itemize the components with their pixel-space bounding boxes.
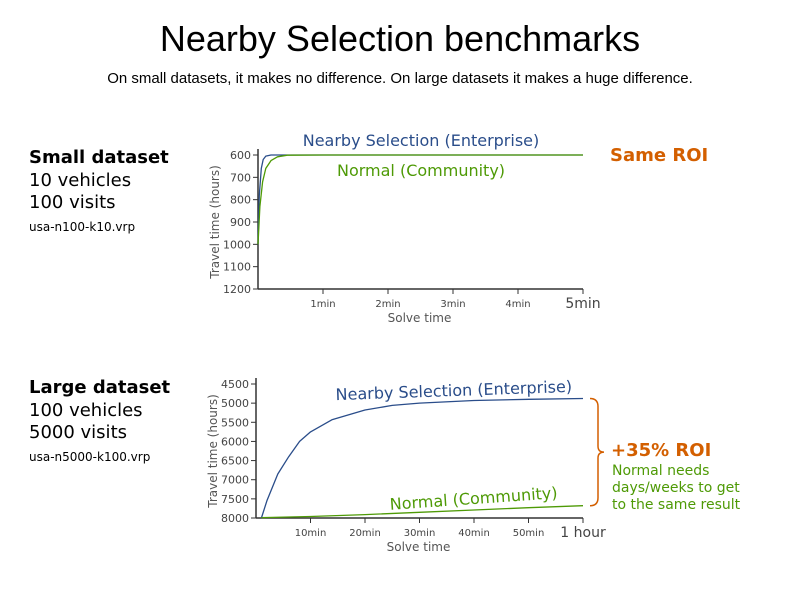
y-tick-label: 6000 bbox=[221, 435, 249, 448]
large-dataset-vehicles: 100 vehicles bbox=[29, 400, 143, 421]
small-dataset-file: usa-n100-k10.vrp bbox=[29, 220, 136, 234]
large-dataset-title: Large dataset bbox=[29, 377, 171, 398]
x-tick-label: 30min bbox=[404, 528, 436, 539]
small-roi-label: Same ROI bbox=[610, 145, 709, 166]
y-tick-label: 4500 bbox=[221, 378, 249, 391]
community-series-label: Normal (Community) bbox=[389, 483, 558, 514]
enterprise-series-line bbox=[260, 397, 584, 519]
y-tick-label: 6500 bbox=[221, 455, 249, 468]
y-tick-label: 900 bbox=[230, 216, 251, 229]
community-series-line bbox=[257, 154, 583, 245]
large-dataset-file: usa-n5000-k100.vrp bbox=[29, 450, 151, 464]
roi-note-line: days/weeks to get bbox=[612, 480, 740, 496]
x-tick-label: 1min bbox=[310, 299, 335, 310]
y-axis-label: Travel time (hours) bbox=[206, 394, 220, 509]
small-dataset-vehicles: 10 vehicles bbox=[29, 170, 132, 191]
x-tick-label: 1 hour bbox=[560, 525, 606, 541]
x-tick-label: 50min bbox=[513, 528, 545, 539]
community-series-label: Normal (Community) bbox=[337, 161, 505, 180]
x-tick-label: 3min bbox=[440, 299, 465, 310]
x-tick-label: 2min bbox=[375, 299, 400, 310]
y-tick-label: 7000 bbox=[221, 474, 249, 487]
enterprise-series-label: Nearby Selection (Enterprise) bbox=[303, 131, 540, 150]
y-tick-label: 5500 bbox=[221, 416, 249, 429]
x-tick-label: 20min bbox=[349, 528, 381, 539]
x-tick-label: 4min bbox=[505, 299, 530, 310]
y-tick-label: 800 bbox=[230, 194, 251, 207]
x-axis-label: Solve time bbox=[387, 540, 451, 554]
x-tick-label: 5min bbox=[565, 296, 600, 312]
x-tick-label: 10min bbox=[295, 528, 327, 539]
roi-bracket bbox=[589, 397, 605, 507]
y-tick-label: 5000 bbox=[221, 397, 249, 410]
page-title: Nearby Selection benchmarks bbox=[159, 18, 641, 59]
large-dataset-visits: 5000 visits bbox=[29, 422, 127, 443]
roi-note-line: to the same result bbox=[612, 497, 741, 513]
page-subtitle: On small datasets, it makes no differenc… bbox=[107, 70, 693, 87]
y-axis-label: Travel time (hours) bbox=[208, 165, 222, 280]
x-axis-label: Solve time bbox=[388, 311, 452, 325]
roi-note-line: Normal needs bbox=[612, 463, 710, 479]
small-dataset-visits: 100 visits bbox=[29, 192, 116, 213]
chart-panel-0: 600 700 800 900 1000 1100 1200 1min 2min 3min 4min… bbox=[208, 131, 601, 325]
x-tick-label: 40min bbox=[458, 528, 490, 539]
y-tick-label: 1100 bbox=[223, 261, 251, 274]
y-tick-label: 700 bbox=[230, 171, 251, 184]
small-dataset-title: Small dataset bbox=[29, 147, 169, 168]
y-tick-label: 1200 bbox=[223, 283, 251, 296]
enterprise-series-label: Nearby Selection (Enterprise) bbox=[335, 377, 572, 404]
chart-panel-1: 4500 5000 5500 6000 6500 7000 7500 8000 10min 20m… bbox=[206, 377, 606, 554]
y-tick-label: 8000 bbox=[221, 512, 249, 525]
y-tick-label: 7500 bbox=[221, 493, 249, 506]
community-series-line bbox=[261, 505, 584, 519]
y-tick-label: 1000 bbox=[223, 238, 251, 251]
large-roi-note: Normal needs days/weeks to get to the sa… bbox=[612, 463, 740, 514]
large-roi-label: +35% ROI bbox=[611, 440, 712, 461]
y-tick-label: 600 bbox=[230, 149, 251, 162]
